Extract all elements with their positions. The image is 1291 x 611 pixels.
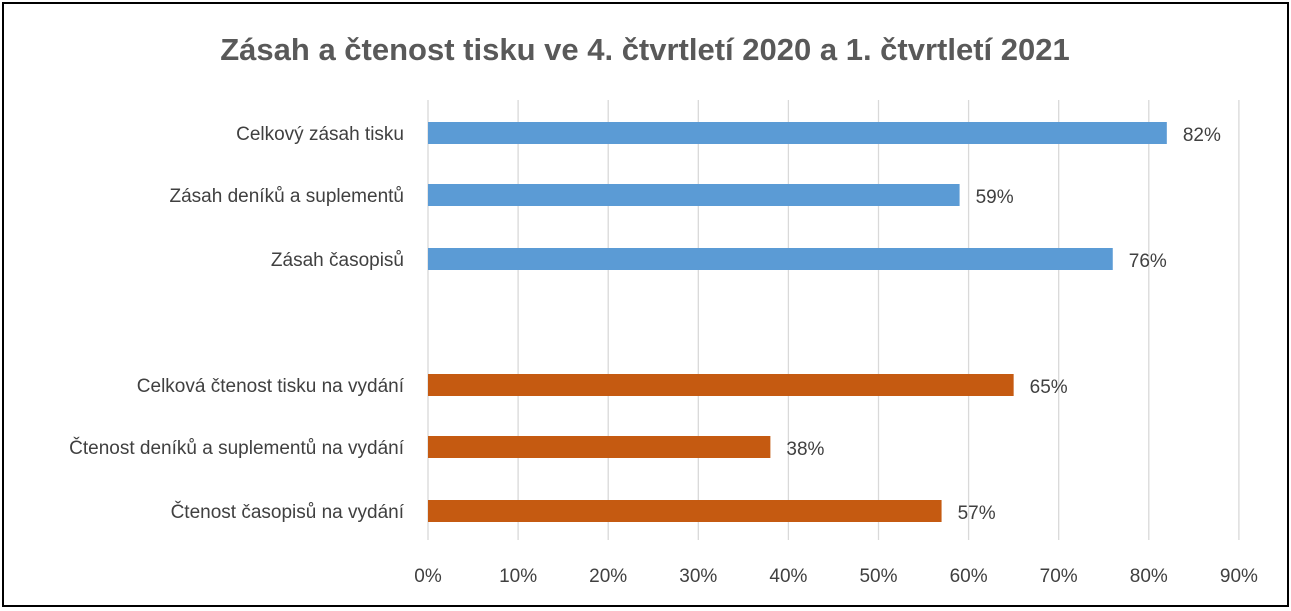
category-label: Čtenost deníků a suplementů na vydání — [69, 437, 405, 459]
bar-ctenost — [428, 436, 771, 458]
chart-title: Zásah a čtenost tisku ve 4. čtvrtletí 20… — [220, 32, 1070, 67]
data-label: 65% — [1030, 377, 1068, 398]
x-tick-label: 20% — [589, 566, 627, 587]
x-tick-label: 30% — [679, 566, 717, 587]
x-tick-label: 60% — [950, 566, 988, 587]
bars — [428, 122, 1167, 522]
x-tick-label: 50% — [859, 566, 897, 587]
bar-ctenost — [428, 500, 942, 522]
data-label: 76% — [1129, 251, 1167, 272]
x-tick-labels: 0% 10% 20% 30% 40% 50% 60% 70% 80% 90% — [414, 566, 1258, 587]
x-tick-label: 80% — [1130, 566, 1168, 587]
x-tick-label: 90% — [1220, 566, 1258, 587]
category-label: Zásah deníků a suplementů — [170, 186, 405, 207]
bar-zasah — [428, 184, 960, 206]
category-labels: Celkový zásah tisku Zásah deníků a suplem… — [69, 124, 405, 523]
x-tick-label: 0% — [414, 566, 442, 587]
data-label: 38% — [786, 439, 824, 460]
category-label: Čtenost časopisů na vydání — [171, 501, 405, 523]
x-tick-label: 40% — [769, 566, 807, 587]
data-label: 57% — [958, 503, 996, 524]
category-label: Celkový zásah tisku — [236, 124, 404, 145]
bar-zasah — [428, 122, 1167, 144]
data-labels: 82% 59% 76% 65% 38% 57% — [786, 125, 1221, 524]
data-label: 82% — [1183, 125, 1221, 146]
category-label: Celková čtenost tisku na vydání — [137, 376, 405, 397]
gridlines — [427, 100, 1240, 540]
bar-ctenost — [428, 374, 1014, 396]
category-label: Zásah časopisů — [271, 250, 404, 271]
data-label: 59% — [976, 187, 1014, 208]
bar-zasah — [428, 248, 1113, 270]
x-tick-label: 70% — [1040, 566, 1078, 587]
x-tick-label: 10% — [499, 566, 537, 587]
